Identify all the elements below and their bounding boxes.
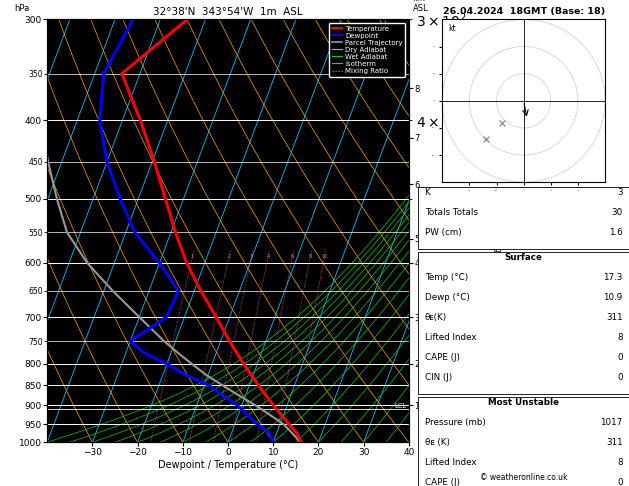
Text: kt: kt (448, 24, 457, 34)
Text: km
ASL: km ASL (413, 0, 428, 13)
Text: Totals Totals: Totals Totals (425, 208, 477, 217)
Text: 1.6: 1.6 (609, 228, 623, 237)
Text: hPa: hPa (14, 4, 30, 13)
Legend: Temperature, Dewpoint, Parcel Trajectory, Dry Adiabat, Wet Adiabat, Isotherm, Mi: Temperature, Dewpoint, Parcel Trajectory… (329, 23, 405, 77)
Text: 6: 6 (291, 254, 294, 259)
Text: CIN (J): CIN (J) (425, 373, 452, 382)
Bar (418, 397, 629, 486)
X-axis label: Dewpoint / Temperature (°C): Dewpoint / Temperature (°C) (158, 460, 298, 469)
Text: θᴇ (K): θᴇ (K) (425, 438, 450, 447)
Text: Surface: Surface (504, 254, 543, 262)
Text: PW (cm): PW (cm) (425, 228, 461, 237)
Text: 10.9: 10.9 (603, 293, 623, 302)
Text: 8: 8 (309, 254, 312, 259)
Bar (418, 187, 629, 249)
Text: 8: 8 (617, 333, 623, 342)
Text: 2: 2 (228, 254, 230, 259)
Text: 3: 3 (250, 254, 253, 259)
Text: Pressure (mb): Pressure (mb) (425, 418, 486, 427)
Title: 32°38'N  343°54'W  1m  ASL: 32°38'N 343°54'W 1m ASL (153, 7, 303, 17)
Text: 0: 0 (617, 353, 623, 362)
Text: 4: 4 (267, 254, 270, 259)
Text: 17.3: 17.3 (603, 273, 623, 282)
Text: 26.04.2024  18GMT (Base: 18): 26.04.2024 18GMT (Base: 18) (443, 7, 604, 17)
Text: 0: 0 (617, 478, 623, 486)
Text: Temp (°C): Temp (°C) (425, 273, 468, 282)
Text: 311: 311 (606, 438, 623, 447)
Text: LCL: LCL (394, 403, 406, 409)
Text: Most Unstable: Most Unstable (488, 399, 559, 407)
Text: 10: 10 (321, 254, 328, 259)
Text: 8: 8 (617, 458, 623, 467)
Text: Lifted Index: Lifted Index (425, 333, 476, 342)
Text: © weatheronline.co.uk: © weatheronline.co.uk (480, 473, 567, 482)
Text: K: K (425, 188, 430, 197)
Text: CAPE (J): CAPE (J) (425, 478, 460, 486)
Text: 1017: 1017 (601, 418, 623, 427)
Text: Dewp (°C): Dewp (°C) (425, 293, 469, 302)
Text: 311: 311 (606, 313, 623, 322)
Text: 3: 3 (617, 188, 623, 197)
Text: CAPE (J): CAPE (J) (425, 353, 460, 362)
Text: Lifted Index: Lifted Index (425, 458, 476, 467)
Text: 30: 30 (611, 208, 623, 217)
Text: 0: 0 (617, 373, 623, 382)
Bar (418, 252, 629, 394)
Text: 1: 1 (191, 254, 194, 259)
Y-axis label: Mixing Ratio (g/kg): Mixing Ratio (g/kg) (493, 194, 502, 267)
Text: θᴇ(K): θᴇ(K) (425, 313, 447, 322)
